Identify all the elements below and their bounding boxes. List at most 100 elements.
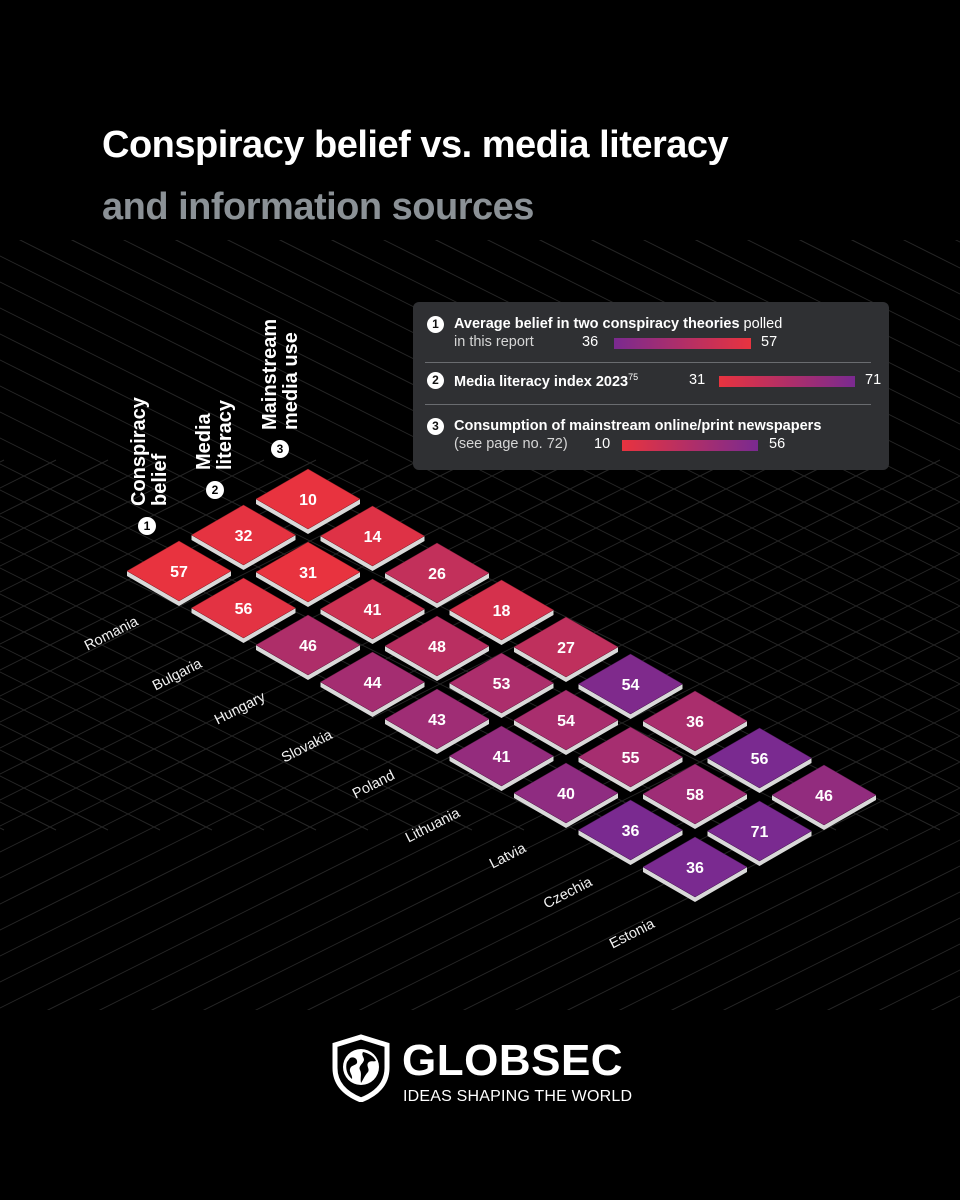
legend-number-2: 2 <box>427 372 444 389</box>
legend-max-3: 56 <box>769 436 786 452</box>
column-number-1: 1 <box>138 517 156 535</box>
legend-divider <box>425 404 871 405</box>
tile-value: 41 <box>493 749 511 766</box>
heatmap-tile-lithuania-1: 41 <box>448 725 555 791</box>
tile-face <box>190 504 297 566</box>
heatmap-tile-poland-3: 27 <box>513 616 619 682</box>
column-header-mainstream-media-use: Mainstream media use <box>259 318 302 430</box>
tile-face <box>513 762 619 824</box>
chart-title: Conspiracy belief vs. media literacy <box>102 124 729 166</box>
heatmap-tile-bulgaria-1: 56 <box>190 577 297 643</box>
heatmap-tile-slovakia-3: 18 <box>448 579 555 645</box>
tile-face <box>319 578 426 640</box>
tile-value: 71 <box>751 824 769 841</box>
heatmap-tile-poland-1: 43 <box>384 688 490 754</box>
tile-value: 48 <box>428 639 446 656</box>
heatmap-tile-latvia-3: 36 <box>642 690 748 756</box>
tile-face <box>642 690 748 752</box>
tile-value: 18 <box>493 603 511 620</box>
legend-max-2: 71 <box>865 372 882 388</box>
heatmap-tile-czechia-1: 36 <box>577 799 684 865</box>
tile-value: 36 <box>622 823 640 840</box>
logo-wordmark: GLOBSEC <box>402 1036 624 1085</box>
legend-label-1-rest: polled <box>739 316 783 332</box>
column-header-media-literacy: Media literacy <box>193 399 236 470</box>
legend-gradient-3 <box>622 440 758 451</box>
tile-face <box>771 764 877 826</box>
legend-number-1: 1 <box>427 316 444 333</box>
heatmap-tile-hungary-3: 26 <box>384 542 490 608</box>
tile-value: 36 <box>686 860 704 877</box>
tile-value: 54 <box>557 713 575 730</box>
tile-value: 36 <box>686 714 704 731</box>
tile-face <box>642 763 748 825</box>
tile-value: 56 <box>751 751 769 768</box>
legend-footnote-2: 75 <box>628 372 639 382</box>
tile-value: 57 <box>170 564 188 581</box>
legend-gradient-2 <box>719 376 855 387</box>
heatmap-tile-lithuania-3: 54 <box>577 653 684 719</box>
heatmap-tile-czechia-3: 56 <box>706 727 813 793</box>
heatmap-tile-slovakia-2: 48 <box>384 615 490 681</box>
tile-face <box>319 651 426 713</box>
tile-value: 26 <box>428 566 446 583</box>
tile-face <box>448 579 555 641</box>
tile-value: 43 <box>428 712 446 729</box>
tile-value: 54 <box>622 677 640 694</box>
heatmap-tile-latvia-2: 55 <box>577 726 684 792</box>
legend-label-1-line2: in this report <box>454 334 534 350</box>
tile-value: 46 <box>815 788 833 805</box>
heatmap-tile-estonia-3: 46 <box>771 764 877 830</box>
legend-label-3-line2: (see page no. 72) <box>454 436 568 452</box>
tile-value: 40 <box>557 786 575 803</box>
heatmap-tile-poland-2: 53 <box>448 652 555 718</box>
tile-value: 58 <box>686 787 704 804</box>
tile-face <box>384 542 490 604</box>
heatmap-tile-hungary-2: 41 <box>319 578 426 644</box>
heatmap-tile-romania-2: 32 <box>190 504 297 570</box>
legend-min-3: 10 <box>594 436 611 452</box>
tile-face <box>255 541 361 603</box>
tile-face <box>642 836 748 898</box>
heatmap-tile-romania-1: 57 <box>126 540 232 606</box>
tile-face <box>706 727 813 789</box>
heatmap-tile-hungary-1: 46 <box>255 614 361 680</box>
column-number-2: 2 <box>206 481 224 499</box>
globsec-logo: GLOBSEC IDEAS SHAPING THE WORLD <box>330 1034 632 1110</box>
globe-shield-icon <box>332 1034 390 1102</box>
tile-value: 27 <box>557 640 575 657</box>
legend-divider <box>425 362 871 363</box>
tile-face <box>577 726 684 788</box>
column-header-conspiracy-belief: Conspiracy belief <box>128 397 171 506</box>
legend-panel: 1 Average belief in two conspiracy theor… <box>413 302 889 470</box>
tile-value: 56 <box>235 601 253 618</box>
tile-face <box>319 505 426 567</box>
tile-face <box>577 799 684 861</box>
tile-face <box>513 689 619 751</box>
heatmap-tile-estonia-1: 36 <box>642 836 748 902</box>
heatmap-tile-latvia-1: 40 <box>513 762 619 828</box>
legend-label-1: Average belief in two conspiracy theorie… <box>454 316 740 332</box>
tile-face <box>384 688 490 750</box>
tile-face <box>126 540 232 602</box>
column-number-3: 3 <box>271 440 289 458</box>
tile-value: 53 <box>493 676 511 693</box>
heatmap-tile-czechia-2: 58 <box>642 763 748 829</box>
tile-face <box>513 616 619 678</box>
legend-gradient-1 <box>614 338 751 349</box>
tile-face <box>255 614 361 676</box>
heatmap-tile-estonia-2: 71 <box>706 800 813 866</box>
legend-max-1: 57 <box>761 334 778 350</box>
tile-value: 10 <box>299 492 317 509</box>
tile-face <box>255 468 361 530</box>
tile-value: 44 <box>364 675 382 692</box>
heatmap-tile-slovakia-1: 44 <box>319 651 426 717</box>
tile-value: 41 <box>364 602 382 619</box>
tile-face <box>190 577 297 639</box>
legend-label-2: Media literacy index 2023 <box>454 373 629 390</box>
tile-face <box>706 800 813 862</box>
tile-face <box>577 653 684 715</box>
tile-value: 32 <box>235 528 253 545</box>
heatmap-tile-bulgaria-3: 14 <box>319 505 426 571</box>
